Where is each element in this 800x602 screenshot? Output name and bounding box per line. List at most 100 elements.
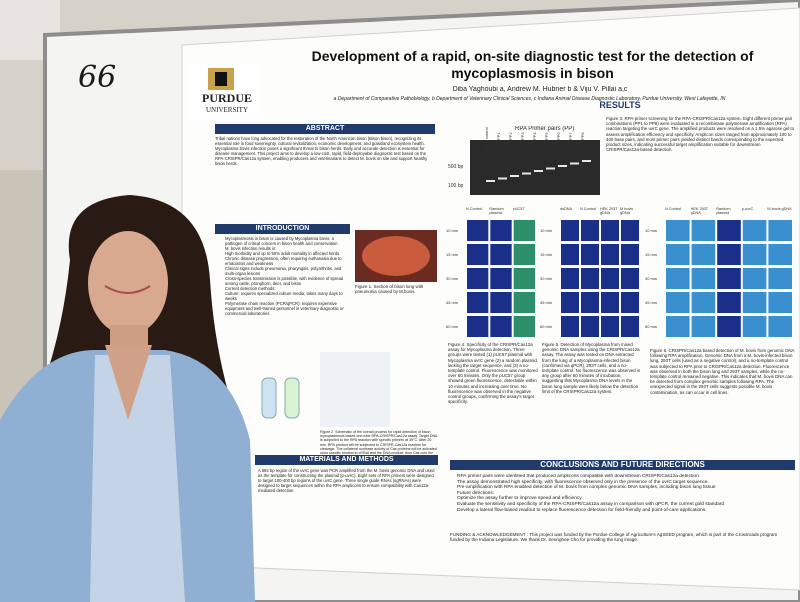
well-image	[561, 292, 579, 313]
well-image	[691, 268, 716, 289]
column-header: M bovis gDNA	[620, 207, 634, 215]
well-image	[601, 244, 619, 265]
lung-tissue	[362, 236, 430, 276]
well-image	[691, 244, 716, 265]
gel-lane-label: PP5	[544, 132, 549, 140]
well-image	[467, 292, 489, 313]
gel-lane-label: PP2	[508, 132, 513, 140]
well-image	[621, 220, 639, 241]
time-label: 15 min	[645, 252, 658, 257]
well-image	[691, 220, 716, 241]
bullet: Clinical signs include pneumonia, pharyn…	[225, 266, 350, 276]
well-image	[666, 292, 690, 313]
well-image	[513, 268, 535, 289]
well-image	[601, 268, 619, 289]
smile	[104, 285, 151, 294]
section-heading: INTRODUCTION	[215, 224, 350, 234]
column-header: p-uvrC	[741, 207, 754, 211]
well-image	[621, 244, 639, 265]
shirt	[90, 355, 185, 602]
well-image	[467, 244, 489, 265]
well-image	[490, 316, 512, 337]
time-label: 60 min	[645, 324, 658, 329]
column-header: dsDNA	[560, 207, 573, 211]
gel-lane-label: PP4	[532, 132, 537, 140]
tube	[261, 377, 277, 419]
time-label: 60 min	[446, 324, 459, 329]
title-line: mycoplasmosis in bison	[451, 65, 614, 81]
well-image	[742, 244, 767, 265]
column-header: pUC57	[512, 207, 525, 211]
well-image	[742, 292, 767, 313]
well-image	[666, 316, 690, 337]
column-header: HEK 293T gDNA	[600, 207, 618, 215]
well-image	[666, 220, 690, 241]
well-image	[601, 220, 619, 241]
bullet: M. bovis infection results in:	[225, 246, 350, 251]
well-image	[621, 316, 639, 337]
figure-caption: Figure 3. RPA-primer screening for the R…	[606, 116, 795, 153]
well-image	[717, 220, 741, 241]
bullet: Chronic disease progression, often requi…	[225, 256, 350, 266]
well-image	[490, 244, 512, 265]
gel-band	[570, 162, 579, 165]
face	[88, 231, 168, 335]
bullet: Mycoplasmosis in bison is caused by Myco…	[225, 236, 350, 246]
well-image	[717, 268, 741, 289]
logo-text: PURDUE	[202, 92, 252, 105]
bullet: High morbidity and up to 50% adult morta…	[225, 251, 350, 256]
well-image	[742, 316, 767, 337]
gel-image	[470, 140, 600, 195]
bullet-list: RPA primer pairs were identified that pr…	[450, 474, 795, 513]
well-image	[717, 244, 741, 265]
section-heading: MATERIALS AND METHODS	[255, 455, 438, 465]
schematic-image	[320, 352, 390, 427]
well-image	[581, 244, 599, 265]
well-image	[561, 220, 579, 241]
well-image	[490, 268, 512, 289]
well-image	[490, 220, 512, 241]
well-image	[601, 316, 619, 337]
figure-caption: Figure 6. CRISPR/Cas12a based detection …	[650, 348, 795, 395]
poster-title: Development of a rapid, on-site diagnost…	[270, 48, 795, 82]
well-image	[513, 220, 535, 241]
time-label: 10 min	[645, 228, 658, 233]
abstract-text: Tribal nations have long advocated for t…	[215, 136, 428, 166]
time-label: 15 min	[446, 252, 459, 257]
section-heading: ABSTRACT	[215, 124, 435, 134]
well-image	[513, 292, 535, 313]
gel-band	[582, 160, 591, 162]
well-image	[621, 268, 639, 289]
authors: Diba Yaghoubi a, Andrew M. Hubner b & Vi…	[452, 86, 628, 93]
well-image	[666, 268, 690, 289]
well-image	[467, 220, 489, 241]
column-header: M bovis gDNA	[767, 207, 792, 211]
well-image	[666, 244, 690, 265]
gel-band	[534, 170, 543, 172]
bullet: Cross-species transmission is possible, …	[225, 276, 350, 286]
tube	[284, 377, 300, 419]
gel-lane-label: PP3	[520, 132, 525, 140]
gel-band	[486, 180, 495, 182]
gel-band	[558, 165, 567, 167]
logo-text: UNIVERSITY	[206, 106, 248, 114]
time-label: 10 min	[446, 228, 459, 233]
column-header: Random plasmid	[489, 207, 504, 215]
well-image	[581, 220, 599, 241]
time-label: 30 min	[645, 276, 658, 281]
well-image	[768, 268, 792, 289]
logo-p	[215, 72, 227, 86]
bullet: RPA primer pairs were identified that pr…	[457, 474, 795, 480]
time-label: 45 min	[645, 300, 658, 305]
well-image	[581, 268, 599, 289]
gel-band	[498, 177, 507, 180]
well-image	[561, 316, 579, 337]
gel-band	[522, 172, 531, 175]
well-image	[768, 244, 792, 265]
bullet: Future directions:	[457, 491, 795, 497]
column-header: N Control	[466, 207, 483, 211]
gel-marker: 100 bp	[448, 183, 464, 189]
well-image	[742, 220, 767, 241]
well-image	[490, 292, 512, 313]
gel-title: RPA Primer pairs (PP)	[515, 126, 575, 132]
